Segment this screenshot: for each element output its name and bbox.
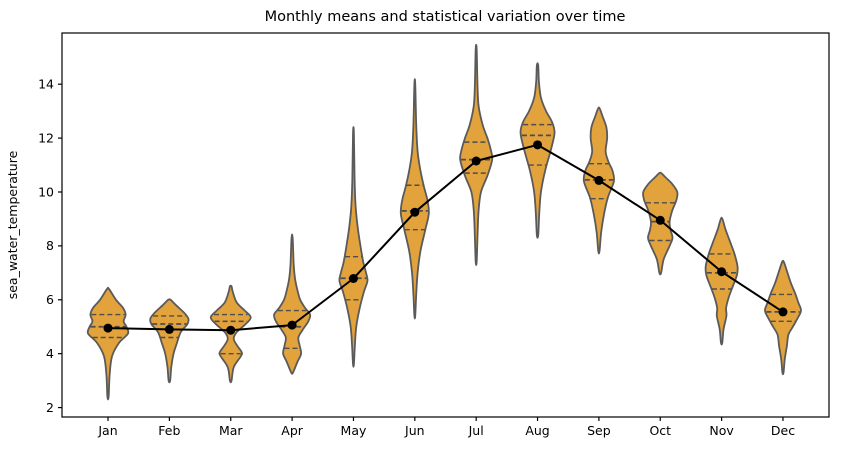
y-tick-label-10: 10 xyxy=(38,184,54,199)
x-tick-label-jun: Jun xyxy=(404,423,425,438)
y-tick-label-12: 12 xyxy=(38,130,54,145)
chart-title: Monthly means and statistical variation … xyxy=(265,9,626,25)
y-tick-label-6: 6 xyxy=(46,292,54,307)
x-tick-label-oct: Oct xyxy=(649,423,671,438)
mean-dot-jul xyxy=(471,156,481,166)
x-tick-label-feb: Feb xyxy=(158,423,180,438)
violin-aug xyxy=(519,62,556,239)
mean-dot-feb xyxy=(164,324,174,334)
mean-dot-apr xyxy=(287,320,297,330)
mean-dot-may xyxy=(348,273,358,283)
violin-apr xyxy=(273,233,312,375)
y-axis-label: sea_water_temperature xyxy=(5,150,20,299)
violin-may xyxy=(338,126,369,368)
mean-dot-sep xyxy=(594,175,604,185)
mean-dot-dec xyxy=(778,307,788,317)
x-tick-label-sep: Sep xyxy=(587,423,611,438)
x-tick-label-aug: Aug xyxy=(525,423,549,438)
y-tick-label-4: 4 xyxy=(46,346,54,361)
violin-jan xyxy=(86,286,130,401)
mean-dot-oct xyxy=(655,215,665,225)
mean-dot-jan xyxy=(103,323,113,333)
x-tick-label-dec: Dec xyxy=(771,423,795,438)
mean-dot-nov xyxy=(717,267,727,277)
y-tick-label-8: 8 xyxy=(46,238,54,253)
y-tick-label-2: 2 xyxy=(46,400,54,415)
x-tick-label-nov: Nov xyxy=(709,423,734,438)
plot-area: 2 4 6 8 10 12 14 Jan Feb Mar Apr May Jun Jul Aug Sep Oct… xyxy=(38,32,830,438)
x-tick-label-jan: Jan xyxy=(97,423,117,438)
y-tick-label-14: 14 xyxy=(38,77,54,92)
mean-dot-mar xyxy=(226,325,236,335)
x-tick-label-mar: Mar xyxy=(219,423,243,438)
axes-frame xyxy=(61,32,830,418)
violin-dec xyxy=(764,259,802,376)
violin-jun xyxy=(399,78,430,320)
violin-nov xyxy=(704,216,739,346)
mean-line xyxy=(107,143,784,332)
x-tick-label-apr: Apr xyxy=(281,423,303,438)
mean-dot-aug xyxy=(533,140,543,150)
x-tick-label-jul: Jul xyxy=(468,423,484,438)
x-tick-label-may: May xyxy=(341,423,367,438)
violin-feb xyxy=(149,298,190,384)
violin-jul xyxy=(459,43,494,266)
mean-dot-jun xyxy=(410,207,420,217)
